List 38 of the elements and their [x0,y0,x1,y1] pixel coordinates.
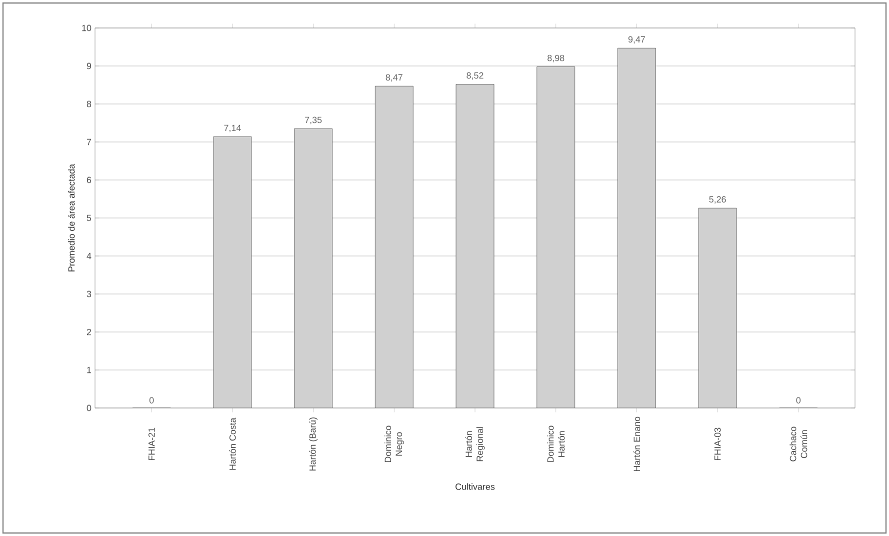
data-label: 9,47 [628,36,645,44]
y-tick-label: 6 [86,176,92,184]
data-label: 8,52 [466,72,484,80]
y-tick-label: 9 [86,62,92,70]
y-tick-label: 10 [82,24,92,32]
data-label: 5,26 [709,196,726,204]
data-label: 8,98 [548,54,564,62]
y-tick-label: 7 [86,138,92,146]
x-tick-label: FHIA-21 [148,428,155,460]
x-tick-label: Hartón Enano [633,416,640,472]
x-tick-label: Hartón (Barú) [309,418,318,471]
y-tick-label: 1 [87,366,92,374]
x-tick-label: Dominico Hartón [547,426,565,462]
bar [618,48,656,408]
x-tick-label: Cachaco Común [790,426,808,462]
data-label: 7,35 [305,116,322,124]
bar [536,66,576,408]
data-label: 7,14 [224,124,241,132]
x-tick-label: FHIA-03 [714,428,721,460]
data-label: 0 [796,397,801,404]
x-axis-title: Cultivares [456,483,495,490]
y-tick-label: 8 [86,100,92,108]
y-tick-label: 3 [86,290,92,298]
x-tick-label: Hartón Costa [229,418,236,470]
bar [374,86,414,408]
data-label: 8,47 [386,74,402,82]
bar [456,84,494,408]
x-tick-label: Hartón Regional [465,427,485,462]
y-tick-label: 2 [86,328,92,336]
x-tick-label: Dominico Negro [384,426,404,462]
y-tick-label: 0 [86,404,92,412]
bar [294,128,333,408]
y-tick-label: 4 [86,252,92,260]
y-axis-title: Promedio de área afectada [68,164,75,272]
data-label: 0 [149,397,154,404]
bar [698,208,737,408]
bar [213,136,252,408]
y-tick-label: 5 [86,214,92,222]
